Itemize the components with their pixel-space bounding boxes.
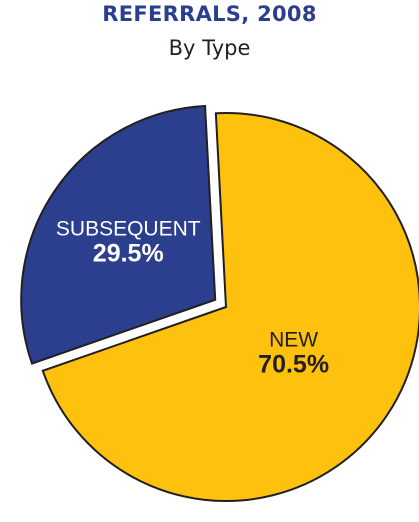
slice-label-subsequent: SUBSEQUENT bbox=[56, 217, 201, 240]
chart-title: REFERRALS, 2008 bbox=[102, 2, 317, 26]
slice-label-new: NEW bbox=[269, 328, 318, 351]
slice-value-new: 70.5% bbox=[258, 350, 329, 378]
pie-slice-new bbox=[41, 112, 419, 502]
chart-subtitle: By Type bbox=[168, 36, 251, 60]
slice-value-subsequent: 29.5% bbox=[93, 239, 164, 267]
pie-slice-subsequent bbox=[20, 104, 217, 365]
